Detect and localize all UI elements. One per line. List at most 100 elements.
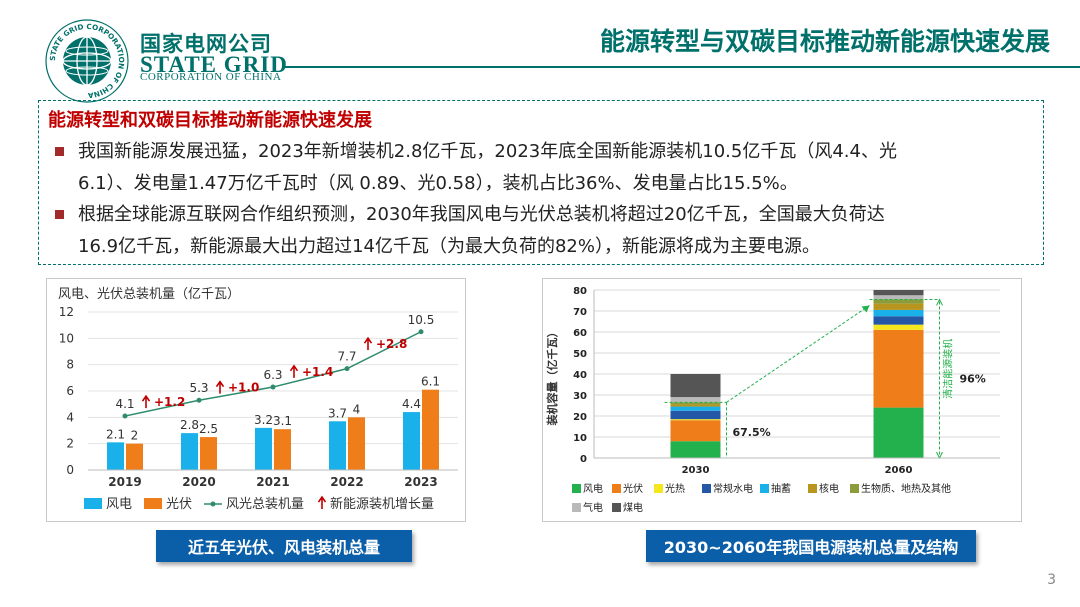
legend-solar-swatch — [144, 498, 162, 509]
bar-solar-2020 — [200, 437, 217, 470]
stack-2060-seg-1 — [873, 329, 924, 408]
increase-label: +1.4 — [302, 365, 333, 379]
bar-solar-2022 — [348, 417, 365, 470]
total-capacity-point — [196, 397, 202, 403]
page-title: 能源转型与双碳目标推动新能源快速发展 — [599, 27, 1050, 56]
increase-label: +1.2 — [154, 395, 185, 409]
data-label: 2.8 — [180, 418, 199, 432]
bar-wind-2023 — [403, 412, 420, 470]
growth-arrow-icon — [861, 305, 870, 313]
data-label: 2 — [131, 429, 139, 443]
y-tick-label: 20 — [573, 412, 587, 423]
y-tick-label: 60 — [573, 328, 587, 339]
stack-2030-seg-0 — [670, 441, 721, 458]
total-capacity-point — [418, 329, 424, 335]
increase-arrow-icon — [215, 380, 225, 394]
total-label: 4.1 — [115, 397, 134, 411]
stack-2030-seg-8 — [670, 374, 721, 398]
bar-wind-2021 — [255, 427, 272, 470]
y-tick-label: 50 — [573, 349, 587, 360]
y-tick-label: 4 — [66, 410, 74, 424]
bracket-up-arrow-icon — [936, 298, 943, 306]
chart2-caption: 2030~2060年我国电源装机总量及结构 — [646, 530, 976, 562]
data-label: 3.2 — [254, 413, 273, 427]
legend-swatch-3 — [702, 484, 711, 493]
legend-swatch-2 — [654, 484, 663, 493]
y-tick-label: 12 — [59, 305, 74, 319]
increase-arrow-icon — [141, 394, 151, 409]
y-tick-label: 30 — [573, 391, 587, 402]
legend-label-1: 光伏 — [623, 482, 643, 495]
stack-2060-seg-2 — [873, 324, 924, 330]
bullet-1-line-1: 我国新能源发展迅猛，2023年新增装机2.8亿千瓦，2023年底全国新能源装机1… — [78, 141, 897, 162]
logo-english-name: STATE GRID — [140, 52, 288, 77]
summary-box — [38, 100, 1044, 265]
stack-2030-seg-2 — [670, 419, 721, 421]
data-label: 4.4 — [402, 397, 421, 411]
bar-solar-2019 — [126, 443, 143, 470]
legend-label-6: 生物质、地热及其他 — [861, 482, 951, 495]
increase-label: +1.0 — [228, 381, 259, 395]
total-capacity-point — [122, 413, 128, 419]
x-tick-label: 2030 — [682, 465, 710, 476]
y-tick-label: 80 — [573, 286, 587, 297]
y-tick-label: 0 — [66, 463, 74, 477]
bullet-square-icon — [55, 210, 64, 219]
legend-swatch-8 — [612, 503, 621, 512]
data-label: 3.7 — [328, 406, 347, 420]
legend-wind-swatch — [84, 498, 102, 509]
legend-wind-label: 风电 — [106, 497, 132, 512]
y-tick-label: 6 — [66, 384, 74, 398]
bar-wind-2020 — [181, 433, 198, 470]
legend-label-4: 抽蓄 — [771, 482, 791, 495]
legend-swatch-5 — [808, 484, 817, 493]
stack-2060-seg-5 — [873, 303, 924, 310]
stack-2060-seg-6 — [873, 299, 924, 304]
total-capacity-point — [270, 384, 276, 390]
page-number: 3 — [1047, 572, 1056, 588]
stack-2030-seg-5 — [670, 404, 721, 407]
y-tick-label: 40 — [573, 370, 587, 381]
x-tick-label: 2023 — [404, 475, 437, 489]
legend-total-marker — [210, 501, 216, 507]
title-divider — [285, 66, 1080, 68]
x-tick-label: 2060 — [885, 465, 913, 476]
chart1-title: 风电、光伏总装机量（亿千瓦） — [58, 287, 240, 302]
bar-wind-2022 — [329, 421, 346, 470]
legend-solar-label: 光伏 — [166, 497, 192, 512]
increase-arrow-icon — [289, 364, 299, 378]
logo-chinese-name: 国家电网公司 — [140, 32, 272, 56]
legend-label-7: 气电 — [583, 501, 603, 514]
bar-solar-2023 — [422, 389, 439, 470]
stack-2060-seg-3 — [873, 316, 924, 325]
total-label: 5.3 — [189, 381, 208, 395]
x-tick-label: 2019 — [108, 475, 141, 489]
bullet-1-line-2: 6.1）、发电量1.47万亿千瓦时（风 0.89、光0.58），装机占比36%、… — [78, 173, 798, 194]
legend-label-3: 常规水电 — [713, 482, 753, 495]
total-label: 10.5 — [408, 313, 435, 327]
y-tick-label: 2 — [66, 437, 74, 451]
stack-2060-seg-0 — [873, 407, 924, 458]
x-tick-label: 2020 — [182, 475, 215, 489]
legend-swatch-1 — [612, 484, 621, 493]
y-tick-label: 0 — [580, 454, 587, 465]
data-label: 6.1 — [421, 375, 440, 389]
increase-label: +2.8 — [376, 337, 407, 351]
stack-2060-seg-7 — [873, 295, 924, 300]
stack-2030-seg-3 — [670, 410, 721, 420]
increase-arrow-icon — [363, 336, 373, 351]
x-tick-label: 2021 — [256, 475, 289, 489]
data-label: 4 — [353, 402, 361, 416]
legend-total-label: 风光总装机量 — [226, 497, 304, 512]
bar-solar-2021 — [274, 429, 291, 470]
stack-2060-seg-4 — [873, 309, 924, 317]
x-tick-label: 2022 — [330, 475, 363, 489]
legend-increase-arrow-icon — [317, 495, 327, 509]
legend-swatch-0 — [572, 484, 581, 493]
bullet-2-line-2: 16.9亿千瓦，新能源最大出力超过14亿千瓦（为最大负荷的82%），新能源将成为… — [78, 236, 820, 257]
total-label: 6.3 — [263, 368, 282, 382]
stack-2030-seg-6 — [670, 402, 721, 405]
total-capacity-point — [344, 366, 350, 372]
legend-label-8: 煤电 — [623, 501, 643, 514]
